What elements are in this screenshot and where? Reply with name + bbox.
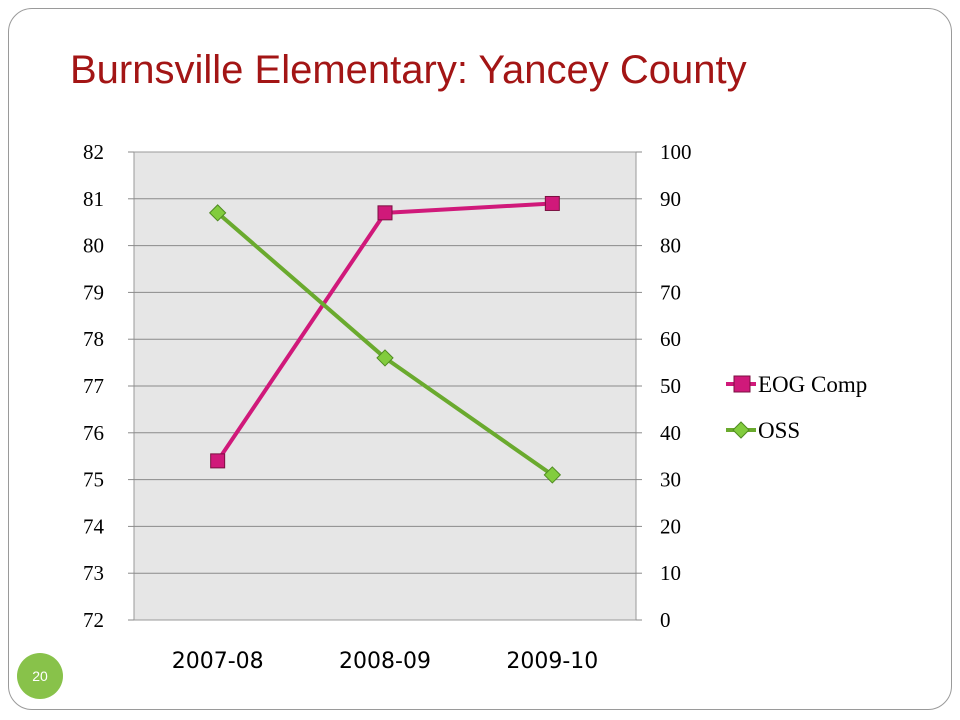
- y-right-tick-label: 20: [660, 514, 681, 538]
- legend-label: OSS: [758, 418, 800, 443]
- y-left-tick-label: 81: [83, 187, 104, 211]
- y-right-tick-label: 100: [660, 140, 692, 164]
- y-right-tick-label: 90: [660, 187, 681, 211]
- grid-lines: [134, 198, 636, 574]
- legend-label: EOG Comp: [758, 372, 867, 397]
- y-left-tick-label: 78: [83, 327, 104, 351]
- y-axis-right: 0 10 20 30 40 50 60 70 80 90 100: [636, 140, 692, 632]
- y-left-tick-label: 72: [83, 608, 104, 632]
- y-right-tick-label: 30: [660, 468, 681, 492]
- series-layer: [208, 195, 562, 484]
- data-point: [544, 195, 560, 211]
- legend-marker: [733, 375, 751, 393]
- data-point: [210, 453, 226, 469]
- y-left-tick-label: 75: [83, 468, 104, 492]
- y-axis-left: 72 73 74 75 76 77 78 79 80 81 82: [83, 140, 134, 632]
- y-right-tick-label: 0: [660, 608, 671, 632]
- y-left-tick-label: 79: [83, 280, 104, 304]
- legend-marker: [732, 421, 750, 439]
- y-right-tick-label: 50: [660, 374, 681, 398]
- data-point: [377, 205, 393, 221]
- page-number-badge: 20: [17, 653, 63, 699]
- data-point: [376, 349, 394, 367]
- x-tick-label: 2007-08: [172, 649, 264, 674]
- y-left-tick-label: 77: [83, 374, 104, 398]
- x-tick-label: 2008-09: [339, 649, 431, 674]
- data-point: [208, 204, 227, 222]
- legend: EOG Comp OSS: [726, 372, 867, 443]
- y-right-tick-label: 80: [660, 234, 681, 258]
- y-left-tick-label: 73: [83, 561, 104, 585]
- x-tick-label: 2009-10: [506, 649, 598, 674]
- y-left-tick-label: 82: [83, 140, 104, 164]
- y-left-tick-label: 74: [83, 514, 105, 538]
- y-right-tick-label: 10: [660, 561, 681, 585]
- y-left-tick-label: 76: [83, 421, 104, 445]
- y-right-tick-label: 70: [660, 280, 681, 304]
- slide-title: Burnsville Elementary: Yancey County: [70, 48, 747, 92]
- y-right-tick-label: 60: [660, 327, 681, 351]
- y-left-tick-label: 80: [83, 234, 104, 258]
- data-point: [543, 466, 562, 484]
- y-right-tick-label: 40: [660, 421, 681, 445]
- x-axis: 2007-08 2008-09 2009-10: [172, 649, 599, 674]
